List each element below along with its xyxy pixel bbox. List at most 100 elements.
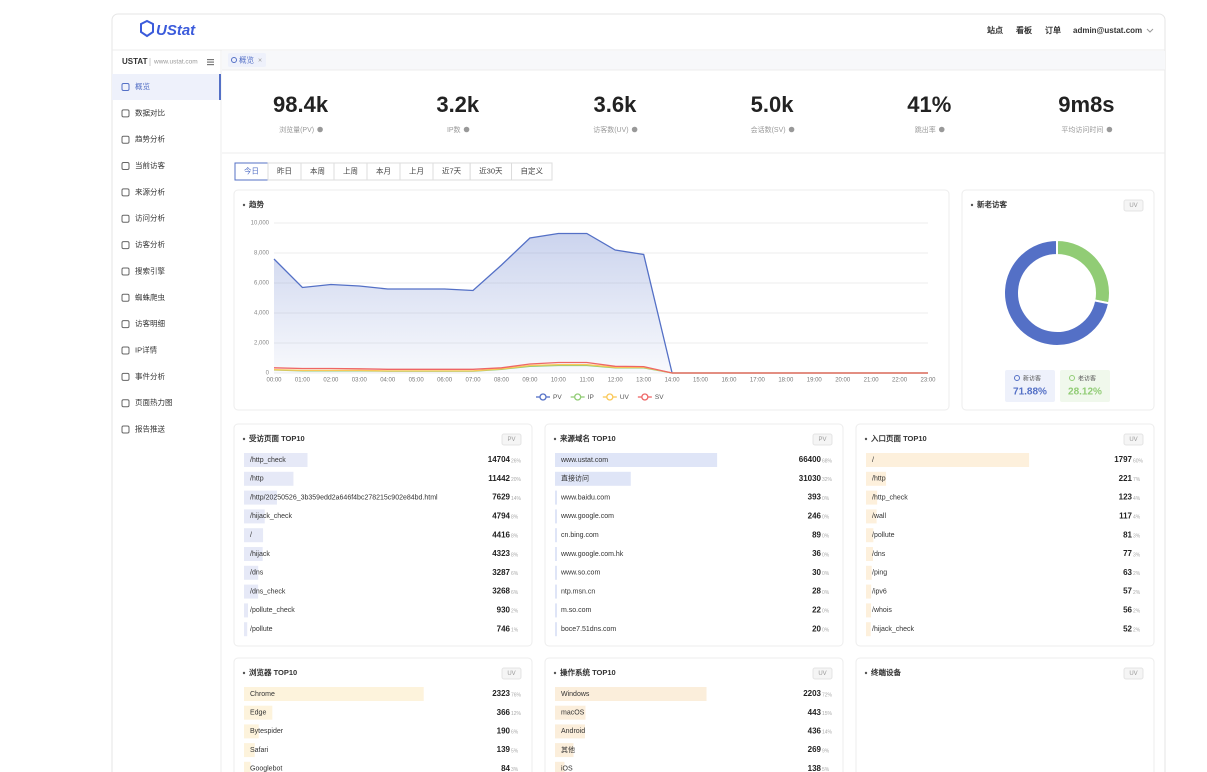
menu-item[interactable]: IP详情	[135, 344, 158, 354]
row-name[interactable]: Windows	[561, 691, 590, 698]
stat-label: 访客数(UV)	[593, 125, 628, 134]
share-bar	[244, 471, 294, 486]
row-name[interactable]: /ipv6	[872, 588, 887, 595]
nav-link[interactable]: 订单	[1045, 25, 1061, 35]
row-share: 68%	[822, 458, 833, 464]
row-name[interactable]: /http	[250, 476, 264, 483]
menu-item[interactable]: 访客明细	[135, 318, 165, 328]
date-button[interactable]	[511, 162, 553, 181]
row-name[interactable]: www.baidu.com	[560, 494, 610, 501]
row-name[interactable]: /whois	[872, 607, 892, 614]
menu-item[interactable]: 事件分析	[135, 371, 165, 381]
row-share: 14%	[511, 496, 522, 502]
row-name[interactable]: /	[250, 532, 252, 539]
date-button-label[interactable]: 近7天	[442, 165, 462, 175]
tab-label[interactable]: 概览	[239, 54, 254, 64]
legend-label[interactable]: PV	[553, 394, 562, 401]
menu-item[interactable]: 概览	[135, 81, 150, 91]
date-button-label[interactable]: 昨日	[277, 165, 292, 175]
row-name[interactable]: www.google.com.hk	[560, 551, 624, 558]
card-tag-label: UV	[1129, 671, 1137, 677]
date-button-label[interactable]: 今日	[244, 165, 259, 175]
menu-item[interactable]: 报告推送	[135, 424, 165, 434]
card-tag	[501, 433, 522, 446]
legend-label[interactable]: IP	[588, 394, 594, 401]
menu-item[interactable]: 搜索引擎	[135, 265, 165, 275]
card-title-dot	[864, 671, 868, 675]
row-name[interactable]: /dns_check	[250, 588, 286, 595]
row-name[interactable]: /hijack_check	[872, 626, 915, 633]
legend-marker	[539, 393, 547, 401]
row-name[interactable]: /http_check	[250, 457, 286, 464]
row-name[interactable]: macOS	[561, 710, 585, 717]
menu-item[interactable]: 当前访客	[135, 160, 165, 170]
row-name[interactable]: Googlebot	[250, 766, 282, 772]
legend-label[interactable]: UV	[620, 394, 630, 401]
menu-item[interactable]: 数据对比	[135, 107, 165, 117]
nav-link[interactable]: 看板	[1015, 25, 1033, 35]
date-button-label[interactable]: 本周	[310, 165, 325, 175]
stat-label: 会话数(SV)	[751, 125, 786, 134]
row-name[interactable]: cn.bing.com	[561, 532, 599, 539]
nav-link[interactable]: 站点	[987, 25, 1003, 35]
share-bar	[244, 761, 251, 772]
row-name[interactable]: 直接访问	[561, 474, 589, 483]
card-tag	[1123, 667, 1144, 680]
row-name[interactable]: Safari	[250, 747, 269, 754]
row-share: 7%	[1133, 477, 1141, 483]
row-name[interactable]: boce7.51dns.com	[561, 626, 616, 633]
row-name[interactable]: /pollute	[250, 626, 273, 633]
y-tick-label: 10,000	[251, 221, 270, 227]
date-button-label[interactable]: 近30天	[479, 165, 503, 175]
logo: UStat	[156, 22, 196, 39]
row-name[interactable]: /hijack_check	[250, 513, 293, 520]
menu-item[interactable]: 访客分析	[135, 239, 165, 249]
legend-label[interactable]: SV	[655, 394, 664, 401]
row-name[interactable]: ntp.msn.cn	[561, 588, 595, 595]
tab[interactable]	[228, 53, 266, 67]
row-name[interactable]: m.so.com	[561, 607, 592, 614]
menu-item[interactable]: 趋势分析	[135, 134, 165, 144]
row-name[interactable]: /	[872, 457, 874, 464]
row-share: 8%	[511, 534, 519, 540]
row-value: 4794	[492, 512, 510, 521]
row-name[interactable]: /dns	[872, 551, 886, 558]
row-name[interactable]: /dns	[250, 570, 264, 577]
visitor-share: 28.12%	[1068, 387, 1102, 398]
date-button-label[interactable]: 本月	[376, 165, 391, 175]
row-name[interactable]: Bytespider	[250, 728, 284, 735]
row-name[interactable]: /wall	[872, 513, 886, 520]
row-name[interactable]: 其他	[561, 745, 575, 754]
menu-item[interactable]: 页面热力图	[135, 397, 173, 407]
user-menu[interactable]: admin@ustat.com	[1073, 26, 1142, 35]
share-bar	[555, 547, 557, 561]
row-name[interactable]: Chrome	[250, 691, 275, 698]
row-name[interactable]: iOS	[561, 766, 573, 772]
row-name[interactable]: /pollute	[872, 532, 895, 539]
row-name[interactable]: www.google.com	[560, 513, 614, 520]
row-share: 0%	[822, 590, 830, 596]
tab-close[interactable]: ×	[258, 57, 262, 64]
logo-icon	[140, 19, 154, 38]
row-name[interactable]: Edge	[250, 710, 266, 717]
row-name[interactable]: /pollute_check	[250, 607, 295, 614]
menu-item[interactable]: 来源分析	[135, 186, 165, 196]
date-button-label[interactable]: 上周	[343, 166, 358, 175]
row-name[interactable]: /hijack	[250, 551, 270, 558]
visitor-share: 71.88%	[1013, 387, 1047, 398]
row-name[interactable]: /http	[872, 476, 886, 483]
menu-icon[interactable]	[207, 59, 214, 66]
row-name[interactable]: www.ustat.com	[560, 457, 608, 464]
legend-marker	[641, 393, 649, 401]
row-name[interactable]: /http_check	[872, 494, 908, 501]
date-button-label[interactable]: 自定义	[521, 165, 544, 175]
menu-item[interactable]: 访问分析	[135, 213, 165, 223]
menu-item[interactable]: 蜘蛛爬虫	[135, 292, 165, 302]
row-name[interactable]: /http/20250526_3b359edd2a646f4bc278215c9…	[250, 494, 438, 501]
row-name[interactable]: www.so.com	[560, 570, 600, 577]
row-name[interactable]: Android	[561, 728, 585, 735]
row-name[interactable]: /ping	[872, 570, 887, 577]
share-bar	[866, 471, 887, 486]
date-button-label[interactable]: 上月	[409, 166, 424, 175]
